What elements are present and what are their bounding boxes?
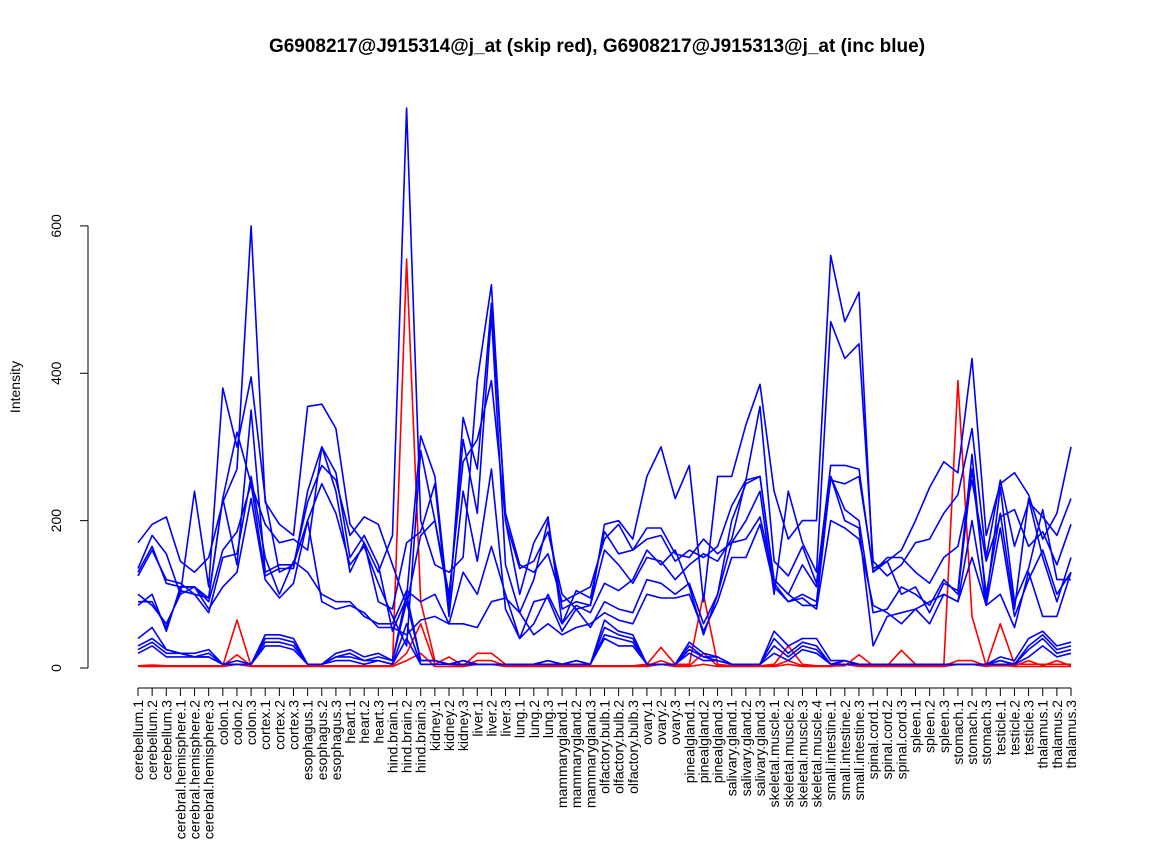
x-tick-label: skeletal.muscle.2: [780, 700, 796, 808]
x-tick-label: stomach.3: [978, 700, 994, 765]
x-tick-label: mammarygland.3: [582, 700, 598, 808]
x-tick-label: kidney.1: [427, 700, 443, 751]
x-tick-label: esophagus.3: [328, 700, 344, 780]
series-line-blue-10: [137, 497, 1072, 636]
x-tick-label: skeletal.muscle.1: [766, 700, 782, 808]
x-tick-label: stomach.2: [964, 700, 980, 765]
x-tick-label: mammarygland.2: [568, 700, 584, 808]
x-tick-label: stomach.1: [950, 700, 966, 765]
x-tick-label: salivary.gland.1: [724, 700, 740, 796]
x-tick-label: testicle.3: [1021, 700, 1037, 755]
x-tick-label: testicle.1: [992, 700, 1008, 755]
x-tick-label: skeletal.muscle.4: [809, 700, 825, 808]
y-tick-label: 400: [48, 361, 64, 385]
x-tick-label: ovary.1: [639, 700, 655, 745]
x-tick-label: olfactory.bulb.1: [597, 700, 613, 794]
series-line-red-3: [138, 652, 1071, 668]
x-tick-label: cerebellum.3: [158, 700, 174, 780]
x-tick-label: cortex.1: [257, 700, 273, 750]
series-line-blue-8: [137, 446, 1072, 640]
x-axis: cerebellum.1cerebellum.2cerebellum.3cere…: [130, 687, 1079, 840]
x-tick-label: ovary.2: [653, 700, 669, 745]
series-line-blue-14: [137, 637, 1072, 666]
x-tick-label: spinal.cord.3: [893, 700, 909, 780]
x-tick-label: thalamus.3: [1063, 700, 1079, 769]
x-tick-label: colon.1: [215, 700, 231, 745]
x-tick-label: small.intestine.3: [851, 700, 867, 801]
x-tick-label: cerebral.hemisphere.1: [172, 700, 188, 840]
x-tick-label: hind.brain.3: [413, 700, 429, 773]
chart-title: G6908217@J915314@j_at (skip red), G69082…: [269, 36, 925, 57]
x-tick-label: small.intestine.1: [823, 700, 839, 801]
y-tick-label: 200: [48, 509, 64, 533]
x-tick-label: small.intestine.2: [837, 700, 853, 801]
x-tick-label: spleen.3: [936, 700, 952, 753]
x-tick-label: cortex.2: [271, 700, 287, 750]
x-tick-label: thalamus.1: [1035, 700, 1051, 769]
x-tick-label: esophagus.1: [300, 700, 316, 780]
series-layer: [137, 107, 1072, 668]
x-tick-label: lung.1: [512, 700, 528, 738]
series-line-blue-13: [137, 622, 1072, 666]
x-tick-label: hind.brain.1: [384, 700, 400, 773]
x-tick-label: olfactory.bulb.3: [625, 700, 641, 794]
x-tick-label: pinealgland.3: [710, 700, 726, 784]
x-tick-label: colon.3: [243, 700, 259, 745]
x-tick-label: spinal.cord.2: [879, 700, 895, 780]
x-tick-label: mammarygland.1: [554, 700, 570, 808]
x-tick-label: cortex.3: [286, 700, 302, 750]
x-tick-label: spleen.1: [908, 700, 924, 753]
x-tick-label: liver.3: [498, 700, 514, 737]
x-tick-label: testicle.2: [1006, 700, 1022, 755]
x-tick-label: cerebral.hemisphere.2: [187, 700, 203, 840]
x-tick-label: olfactory.bulb.2: [611, 700, 627, 794]
y-tick-label: 0: [48, 664, 64, 672]
series-line-blue-6: [137, 302, 1072, 633]
x-tick-label: cerebellum.1: [130, 700, 146, 780]
y-tick-label: 600: [48, 214, 64, 238]
series-line-red-1: [137, 258, 1071, 667]
series-line-red-2: [138, 622, 1072, 667]
x-tick-label: esophagus.2: [314, 700, 330, 780]
x-tick-label: liver.2: [483, 700, 499, 737]
x-tick-label: kidney.2: [441, 700, 457, 751]
x-tick-label: heart.1: [342, 700, 358, 744]
x-tick-label: heart.2: [356, 700, 372, 744]
y-axis: 0 200 400 600: [48, 214, 89, 672]
x-tick-label: ovary.3: [667, 700, 683, 745]
x-tick-label: salivary.gland.2: [738, 700, 754, 796]
x-tick-label: thalamus.2: [1049, 700, 1065, 769]
x-tick-label: lung.2: [526, 700, 542, 738]
x-tick-label: pinealgland.1: [681, 700, 697, 784]
x-tick-label: cerebellum.2: [144, 700, 160, 780]
x-tick-label: pinealgland.2: [695, 700, 711, 784]
series-line-blue-4: [137, 107, 1072, 610]
x-tick-label: salivary.gland.3: [752, 700, 768, 796]
x-tick-label: spinal.cord.1: [865, 700, 881, 780]
x-tick-label: skeletal.muscle.3: [794, 700, 810, 808]
x-tick-label: heart.3: [370, 700, 386, 744]
x-tick-label: kidney.3: [455, 700, 471, 751]
x-tick-label: colon.2: [229, 700, 245, 745]
x-tick-label: cerebral.hemisphere.3: [201, 700, 217, 840]
x-tick-label: hind.brain.2: [399, 700, 415, 773]
series-line-blue-5: [137, 320, 1072, 625]
x-tick-label: liver.1: [469, 700, 485, 737]
x-tick-label: lung.3: [540, 700, 556, 738]
x-tick-label: spleen.2: [922, 700, 938, 753]
y-axis-label: Intensity: [7, 361, 23, 413]
